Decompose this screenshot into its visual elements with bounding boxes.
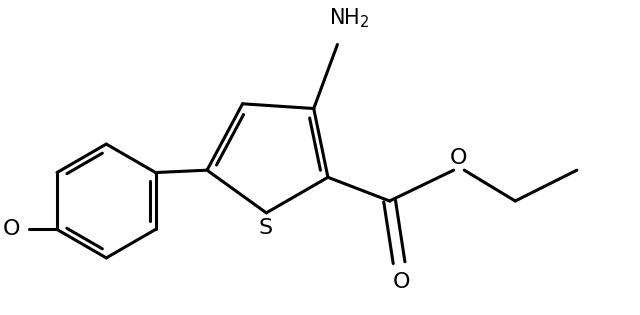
Text: S: S: [258, 218, 272, 238]
Text: O: O: [3, 220, 20, 239]
Text: O: O: [393, 272, 410, 292]
Text: O: O: [449, 148, 467, 168]
Text: NH$_2$: NH$_2$: [329, 7, 370, 30]
